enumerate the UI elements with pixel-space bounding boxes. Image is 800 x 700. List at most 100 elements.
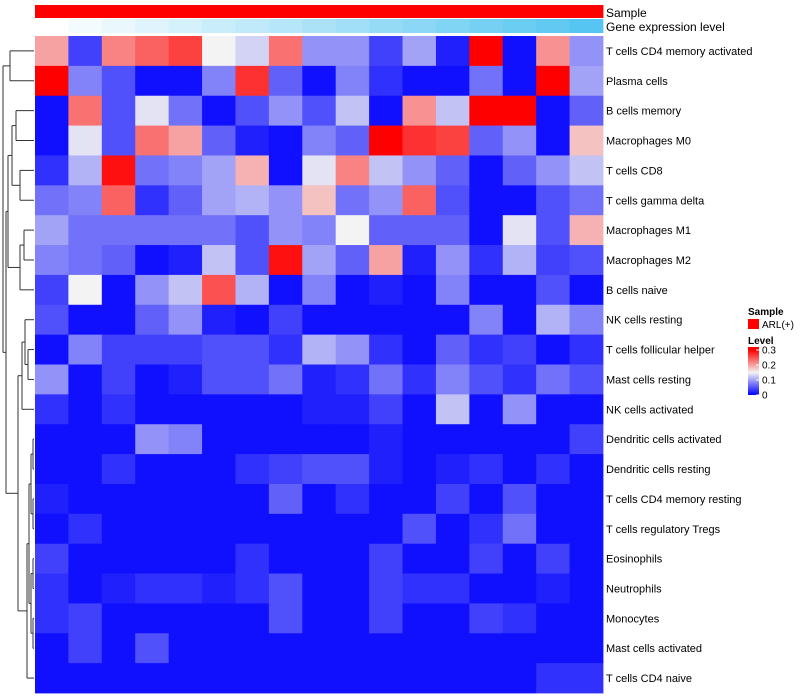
heatmap-cell xyxy=(68,125,103,156)
heatmap-cell xyxy=(502,274,537,306)
heatmap-cell xyxy=(369,364,403,395)
heatmap-cell xyxy=(168,334,203,365)
heatmap-cell xyxy=(268,125,303,156)
heatmap-cell xyxy=(502,125,537,156)
row-label: Dendritic cells resting xyxy=(606,464,711,476)
row-label: Mast cells activated xyxy=(606,643,702,655)
sample-annotation-cell xyxy=(268,5,303,18)
heatmap-cell xyxy=(202,663,236,694)
heatmap-cell xyxy=(402,334,437,365)
heatmap-cell xyxy=(435,633,470,664)
heatmap-cell xyxy=(135,215,170,246)
heatmap-cell xyxy=(35,663,69,694)
heatmap-cell xyxy=(469,155,504,186)
heatmap-cell xyxy=(168,215,203,246)
heatmap-cell xyxy=(335,125,370,156)
heatmap-cell xyxy=(502,334,537,365)
heatmap-cell xyxy=(435,573,470,604)
heatmap-cell xyxy=(101,65,136,97)
heatmap-cell xyxy=(569,394,604,425)
heatmap-cell xyxy=(268,603,303,634)
heatmap-cell xyxy=(68,364,103,395)
sample-annotation-cell xyxy=(435,5,470,18)
heatmap-cell xyxy=(101,513,136,545)
heatmap-cell xyxy=(168,663,203,694)
sample-annotation-cell xyxy=(335,5,370,18)
heatmap-cell xyxy=(202,36,236,67)
heatmap-cell xyxy=(502,513,537,545)
heatmap-cell xyxy=(302,424,337,455)
heatmap-cell xyxy=(35,603,69,634)
heatmap-cell xyxy=(268,274,303,306)
heatmap-cell xyxy=(569,155,604,186)
legend-ticks: 0.3 0.2 0.1 0 xyxy=(756,346,776,402)
heatmap-cell xyxy=(35,274,69,306)
heatmap-cell xyxy=(536,454,570,485)
heatmap-cell xyxy=(369,36,403,67)
gene-expression-annotation-cell xyxy=(202,19,236,33)
heatmap-cell xyxy=(435,304,470,336)
gene-expression-annotation-label: Gene expression level xyxy=(606,20,725,34)
heatmap-cell xyxy=(68,483,103,515)
heatmap-cell xyxy=(101,633,136,664)
heatmap-cell xyxy=(369,215,403,246)
heatmap-cell xyxy=(502,424,537,455)
heatmap-cell xyxy=(135,573,170,604)
heatmap-cell xyxy=(235,364,270,395)
heatmap-cell xyxy=(68,36,103,67)
heatmap-cell xyxy=(536,155,570,186)
heatmap-cell xyxy=(369,185,403,216)
heatmap-cell xyxy=(302,543,337,574)
heatmap-cell xyxy=(135,36,170,67)
heatmap-cell xyxy=(369,573,403,604)
heatmap-cell xyxy=(168,245,203,276)
heatmap-cell xyxy=(268,245,303,276)
heatmap-cell xyxy=(302,155,337,186)
heatmap-cell xyxy=(68,663,103,694)
row-label: Neutrophils xyxy=(606,583,662,595)
heatmap-cell xyxy=(502,543,537,574)
heatmap-cell xyxy=(135,454,170,485)
heatmap-cell xyxy=(369,394,403,425)
heatmap-cell xyxy=(235,245,270,276)
heatmap-cell xyxy=(101,304,136,336)
heatmap-cell xyxy=(101,125,136,156)
heatmap-cell xyxy=(135,633,170,664)
heatmap-cell xyxy=(569,36,604,67)
heatmap-cell xyxy=(502,603,537,634)
heatmap-cell xyxy=(369,95,403,126)
heatmap-cell xyxy=(302,215,337,246)
heatmap-cell xyxy=(235,483,270,515)
row-label: Macrophages M2 xyxy=(606,255,691,267)
heatmap-cell xyxy=(202,185,236,216)
heatmap-cell xyxy=(135,543,170,574)
sample-annotation-cell xyxy=(168,5,203,18)
row-label: Monocytes xyxy=(606,613,660,625)
heatmap-cell xyxy=(235,543,270,574)
heatmap-cell xyxy=(536,304,570,336)
heatmap-cell xyxy=(369,65,403,97)
heatmap-cell xyxy=(469,185,504,216)
row-label: T cells follicular helper xyxy=(606,345,715,357)
heatmap-cell xyxy=(502,364,537,395)
heatmap-cell xyxy=(502,304,537,336)
heatmap-cell xyxy=(469,274,504,306)
heatmap-cell xyxy=(335,394,370,425)
gene-expression-annotation-cell xyxy=(302,19,337,33)
heatmap-cell xyxy=(402,483,437,515)
heatmap-cell xyxy=(35,95,69,126)
heatmap-cell xyxy=(335,65,370,97)
heatmap-cell xyxy=(335,274,370,306)
row-label: T cells CD8 xyxy=(606,165,663,177)
row-label: B cells naive xyxy=(606,285,668,297)
heatmap-cell xyxy=(435,155,470,186)
heatmap-cell xyxy=(202,274,236,306)
heatmap-cell xyxy=(101,483,136,515)
heatmap-cell xyxy=(335,155,370,186)
heatmap-cell xyxy=(268,65,303,97)
heatmap-cell xyxy=(569,125,604,156)
heatmap-cell xyxy=(536,245,570,276)
heatmap-cell xyxy=(168,633,203,664)
heatmap-cell xyxy=(335,424,370,455)
heatmap-cell xyxy=(168,424,203,455)
